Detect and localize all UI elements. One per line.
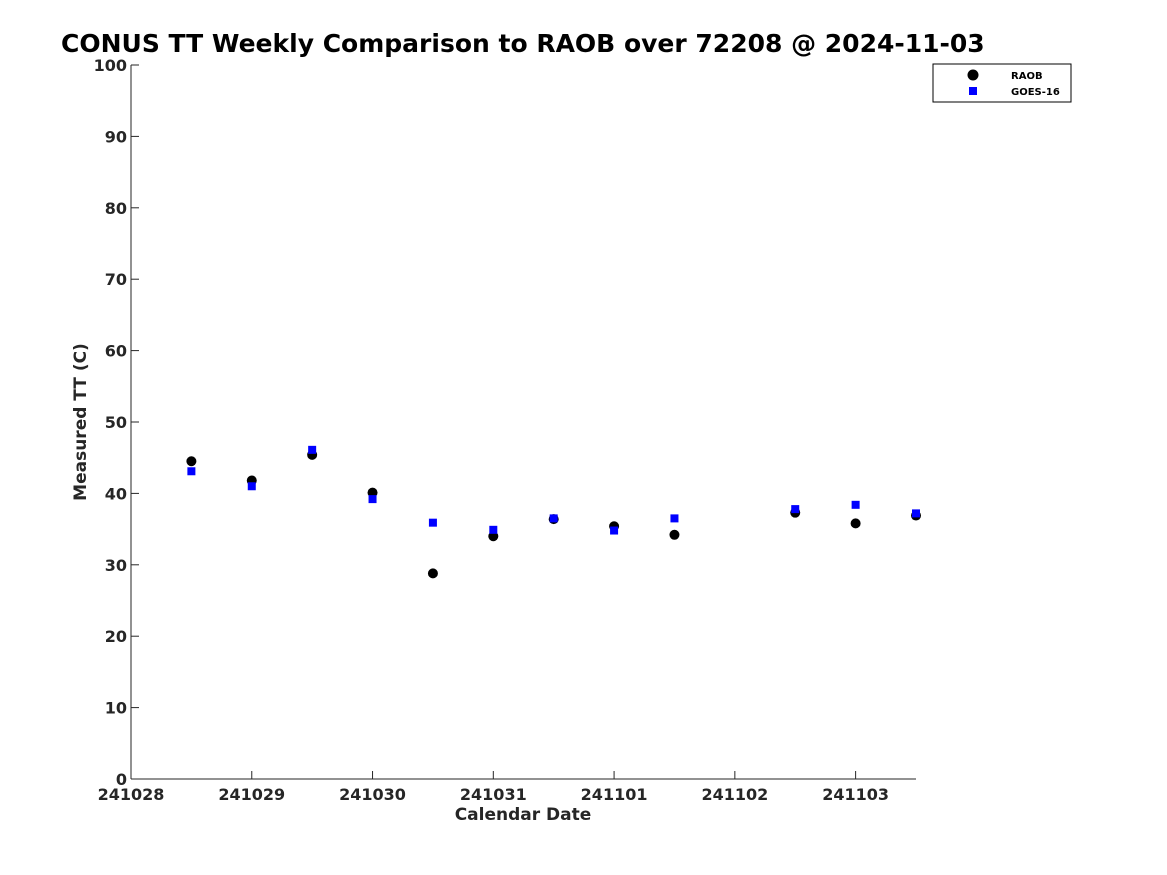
legend: RAOB GOES-16 [932,63,1072,103]
y-tick-label: 50 [105,413,127,432]
x-axis-label: Calendar Date [455,805,592,825]
legend-box [932,63,1072,103]
series-raob [186,449,921,579]
y-tick-label: 80 [105,199,127,218]
data-point [610,526,619,535]
data-point [186,456,197,467]
data-point [669,529,680,540]
x-tick-label: 241102 [701,785,768,804]
x-tick-label: 241029 [218,785,285,804]
data-point [850,518,861,529]
y-ticks: 0 10 20 30 40 50 60 70 80 90 100 [94,56,139,789]
data-point [912,509,920,518]
legend-label: GOES-16 [1011,87,1060,98]
x-tick-label: 241101 [581,785,648,804]
y-tick-label: 70 [105,270,127,289]
x-ticks: 241028 241029 241030 241031 241101 241102 2411… [98,771,889,804]
x-tick-label: 241030 [339,785,406,804]
data-point [427,568,438,579]
y-tick-label: 20 [105,627,127,646]
x-tick-label: 241028 [98,785,165,804]
x-tick-label: 241031 [460,785,527,804]
y-axis-label: Measured TT (C) [71,343,91,501]
data-point [851,500,860,509]
data-point [670,514,679,523]
legend-marker [969,87,977,95]
data-point [308,445,317,454]
y-tick-label: 40 [105,484,127,503]
y-tick-label: 30 [105,556,127,575]
data-point [247,482,256,491]
series-goes-16 [187,445,920,535]
chart-title: CONUS TT Weekly Comparison to RAOB over … [61,29,985,58]
axes [130,65,916,780]
y-tick-label: 90 [105,127,127,146]
y-tick-label: 100 [94,56,127,75]
x-tick-label: 241103 [822,785,889,804]
y-tick-label: 60 [105,342,127,361]
data-point [368,495,377,504]
y-tick-label: 10 [105,699,127,718]
legend-label: RAOB [1011,71,1043,82]
data-point [489,525,498,534]
data-marks [186,445,921,579]
y-tick-label: 0 [116,770,127,789]
legend-marker [967,69,979,81]
data-point [791,505,800,514]
data-point [187,467,196,476]
data-point [428,518,437,527]
data-point [549,514,558,523]
